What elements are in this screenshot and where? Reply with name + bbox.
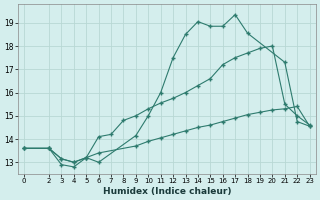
X-axis label: Humidex (Indice chaleur): Humidex (Indice chaleur) bbox=[103, 187, 231, 196]
